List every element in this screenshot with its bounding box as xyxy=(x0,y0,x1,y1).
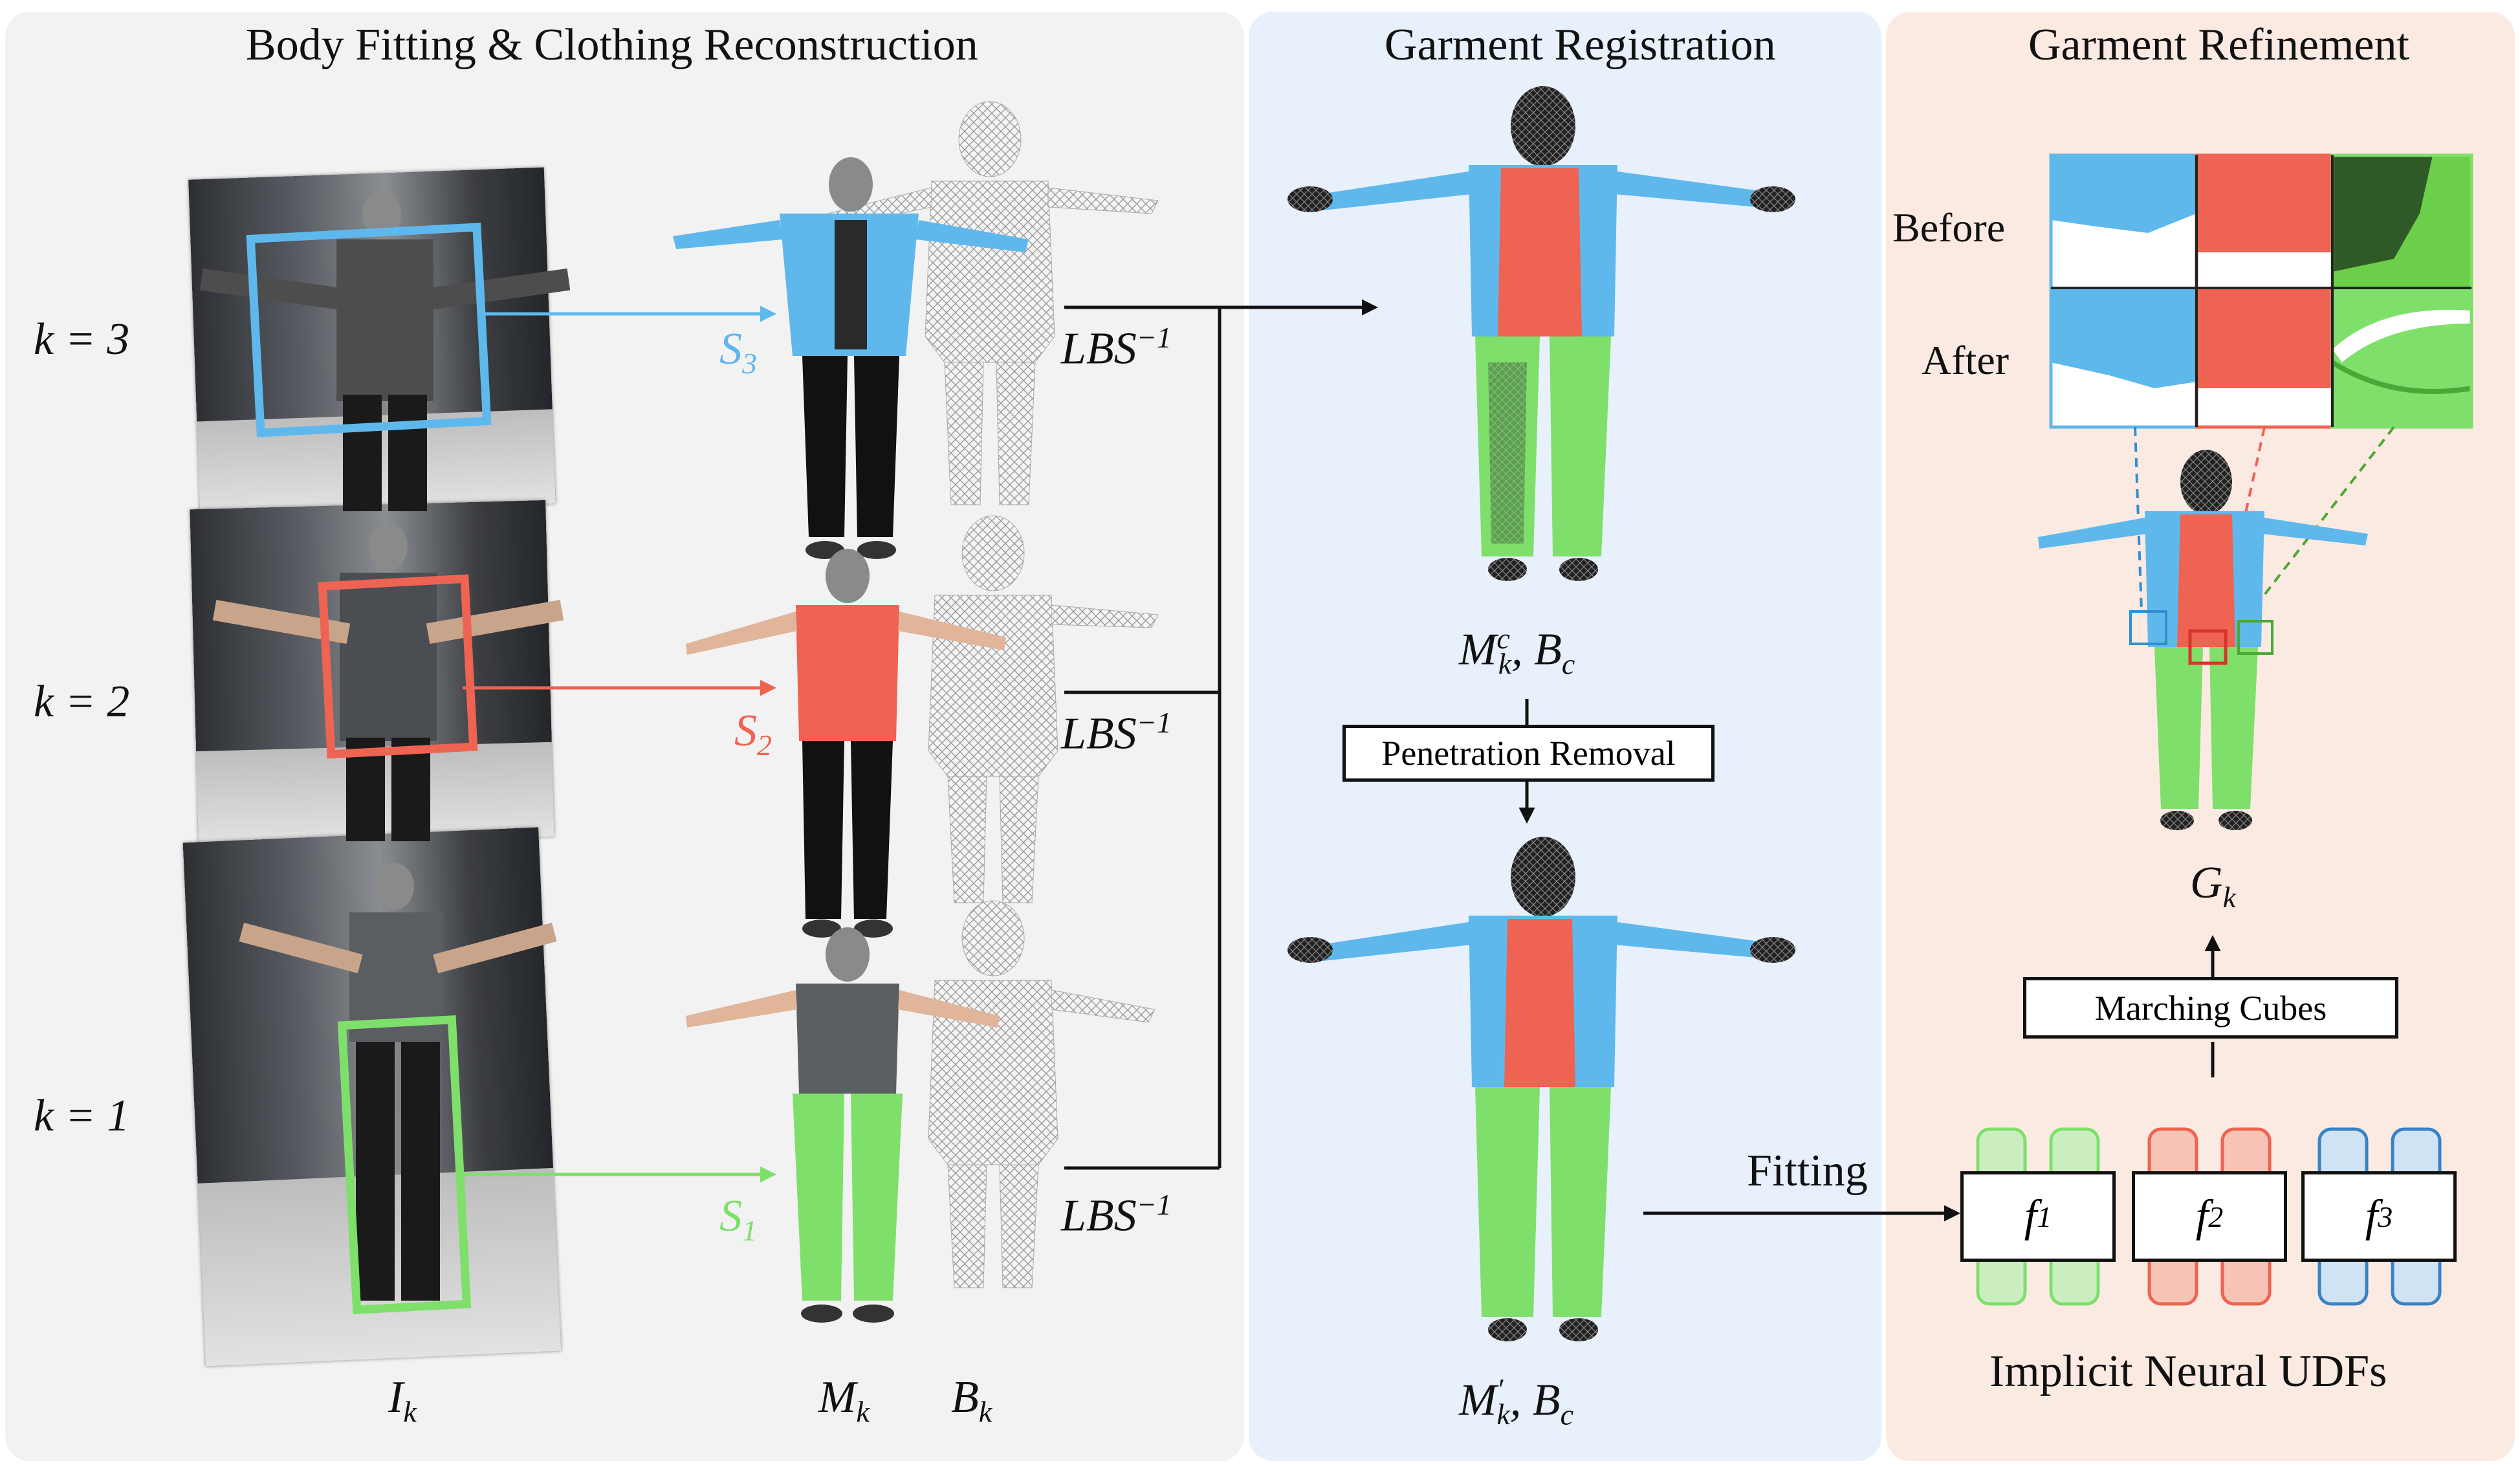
label-refined-mesh: M′k, Bc xyxy=(1459,1372,1573,1431)
marching-cubes-box: Marching Cubes xyxy=(2023,977,2398,1039)
lbs-label-k1: LBS−1 xyxy=(1061,1188,1172,1241)
penetration-removal-box: Penetration Removal xyxy=(1342,725,1715,782)
registered-mesh-refined xyxy=(1287,837,1795,1341)
registered-mesh-canonical xyxy=(1287,86,1795,581)
row-label-k3: k = 3 xyxy=(34,314,130,364)
segment-box-s3 xyxy=(246,223,492,437)
label-before: Before xyxy=(1892,204,2006,250)
label-clothed-mesh: Mk xyxy=(818,1372,870,1428)
label-garment-output: Gk xyxy=(2190,858,2236,914)
segment-box-s1 xyxy=(337,1015,472,1314)
section-title-body-fitting: Body Fitting & Clothing Reconstruction xyxy=(246,20,978,70)
clothed-mesh-k2 xyxy=(686,549,1006,938)
segment-label-s1: S1 xyxy=(719,1191,757,1247)
segment-label-s3: S3 xyxy=(719,324,757,380)
label-canonical-mesh: Mck, Bc xyxy=(1459,622,1575,681)
label-after: After xyxy=(1922,337,2010,383)
label-body-mesh: Bk xyxy=(951,1372,992,1428)
row-label-k2: k = 2 xyxy=(34,677,130,727)
label-udfs-caption: Implicit Neural UDFs xyxy=(1989,1347,2387,1396)
output-garment-mesh xyxy=(2038,450,2368,830)
photo-person-k3 xyxy=(199,190,571,511)
lbs-label-k2: LBS−1 xyxy=(1061,706,1172,759)
section-title-registration: Garment Registration xyxy=(1385,20,1776,70)
segment-box-s2 xyxy=(318,574,478,759)
body-mesh-k3 xyxy=(827,101,1159,505)
row-label-k1: k = 1 xyxy=(34,1091,130,1141)
segment-label-s2: S2 xyxy=(734,706,772,762)
clothed-mesh-k1 xyxy=(686,927,1000,1323)
section-title-refinement: Garment Refinement xyxy=(2028,20,2409,70)
lbs-label-k3: LBS−1 xyxy=(1061,321,1172,374)
leader-pants xyxy=(2250,426,2395,613)
body-mesh-k1 xyxy=(928,900,1156,1288)
label-fitting: Fitting xyxy=(1747,1146,1868,1196)
before-after-grid xyxy=(2049,153,2473,429)
clothed-mesh-k3 xyxy=(673,157,1029,559)
photo-person-k2 xyxy=(212,523,564,841)
label-input-images: Ik xyxy=(388,1372,417,1428)
photo-person-k1 xyxy=(239,863,557,1301)
